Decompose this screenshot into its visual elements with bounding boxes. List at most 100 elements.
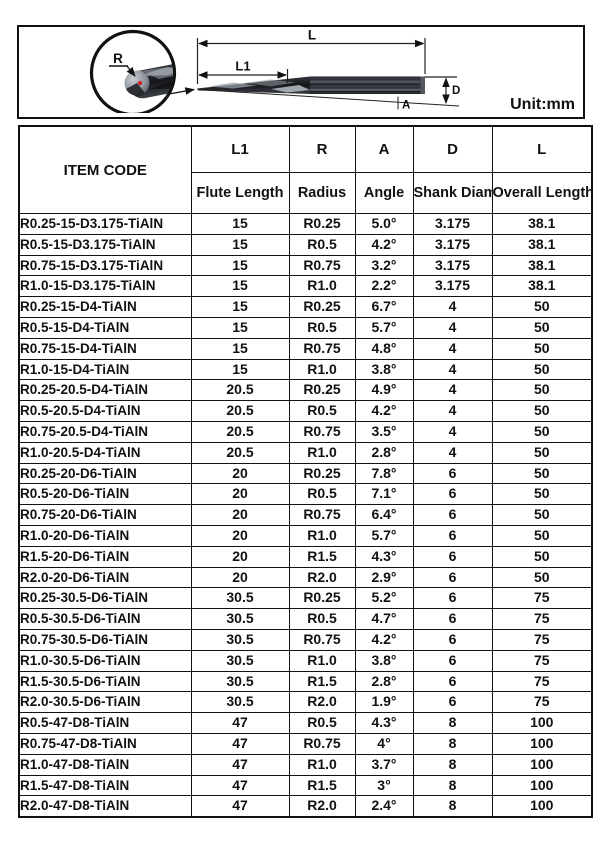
angle-cell: 3.8° <box>354 649 414 672</box>
flute-length-cell: 47 <box>190 753 290 776</box>
item-code-cell: R1.0-20-D6-TiAlN <box>18 524 192 547</box>
item-code-cell: R2.0-30.5-D6-TiAlN <box>18 691 192 714</box>
table-row: R1.0-15-D4-TiAlN 15 R1.0 3.8° 4 50 <box>18 358 593 381</box>
item-code-cell: R1.0-20.5-D4-TiAlN <box>18 441 192 464</box>
item-code-cell: R0.25-20-D6-TiAlN <box>18 462 192 485</box>
overall-length-cell: 100 <box>491 712 593 734</box>
dim-label-angle: A <box>402 100 410 112</box>
radius-cell: R1.5 <box>288 774 356 797</box>
header-symbol-r: R <box>288 125 356 173</box>
flute-length-cell: 15 <box>190 358 290 381</box>
flute-length-cell: 47 <box>190 795 290 818</box>
flute-length-cell: 30.5 <box>190 649 290 672</box>
flute-length-cell: 30.5 <box>190 670 290 693</box>
table-row: R0.75-20.5-D4-TiAlN 20.5 R0.75 3.5° 4 50 <box>18 420 593 443</box>
dim-label-flute-length: L1 <box>235 59 250 74</box>
shank-diameter-cell: 8 <box>412 712 493 734</box>
spec-table: ITEM CODE L1 R A D L Flute Length Radius… <box>18 125 593 819</box>
shank-diameter-cell: 3.175 <box>412 254 493 277</box>
angle-cell: 5.7° <box>354 316 414 339</box>
radius-cell: R2.0 <box>288 691 356 714</box>
shank-diameter-cell: 8 <box>412 753 493 776</box>
overall-length-cell: 50 <box>491 358 593 381</box>
flute-length-cell: 15 <box>190 275 290 298</box>
table-row: R0.25-30.5-D6-TiAlN 30.5 R0.25 5.2° 6 75 <box>18 587 593 610</box>
radius-cell: R0.25 <box>288 587 356 610</box>
shank-diameter-cell: 6 <box>412 691 493 714</box>
header-name-row: Flute Length Radius Angle Shank Diameter… <box>19 172 593 214</box>
overall-length-cell: 50 <box>491 337 593 360</box>
radius-cell: R0.75 <box>288 504 356 526</box>
item-code-cell: R1.5-20-D6-TiAlN <box>18 545 192 568</box>
item-code-cell: R0.5-15-D3.175-TiAlN <box>18 233 192 256</box>
angle-cell: 3.5° <box>354 420 414 443</box>
flute-length-cell: 20 <box>190 566 290 589</box>
header-name-radius: Radius <box>288 172 356 214</box>
table-row: R0.75-20-D6-TiAlN 20 R0.75 6.4° 6 50 <box>18 504 593 526</box>
item-code-cell: R1.0-15-D3.175-TiAlN <box>18 275 192 298</box>
spec-table-header: ITEM CODE L1 R A D L Flute Length Radius… <box>18 125 593 214</box>
shank-diameter-cell: 6 <box>412 670 493 693</box>
overall-length-cell: 75 <box>491 628 593 651</box>
flute-length-cell: 30.5 <box>190 691 290 714</box>
angle-cell: 4.3° <box>354 712 414 734</box>
radius-cell: R0.75 <box>288 732 356 755</box>
flute-length-cell: 47 <box>190 712 290 734</box>
flute-length-cell: 30.5 <box>190 587 290 610</box>
header-symbol-row: ITEM CODE L1 R A D L <box>18 125 593 214</box>
table-row: R1.5-30.5-D6-TiAlN 30.5 R1.5 2.8° 6 75 <box>18 670 593 693</box>
item-code-cell: R0.75-20.5-D4-TiAlN <box>18 420 192 443</box>
angle-cell: 3.2° <box>354 254 414 277</box>
header-name-flute-length: Flute Length <box>190 172 290 214</box>
shank-diameter-cell: 6 <box>412 628 493 651</box>
shank-diameter-cell: 4 <box>412 358 493 381</box>
angle-cell: 4.2° <box>354 233 414 256</box>
flute-length-cell: 15 <box>190 316 290 339</box>
header-item-code: ITEM CODE <box>18 125 192 214</box>
table-row: R0.25-15-D3.175-TiAlN 15 R0.25 5.0° 3.17… <box>18 213 593 235</box>
dim-label-shank-diameter: D <box>452 85 460 97</box>
shank-diameter-cell: 4 <box>412 441 493 464</box>
dim-label-overall-length: L <box>308 28 316 43</box>
overall-length-cell: 50 <box>491 420 593 443</box>
radius-cell: R1.0 <box>288 441 356 464</box>
radius-cell: R0.5 <box>288 483 356 506</box>
angle-cell: 6.4° <box>354 504 414 526</box>
angle-cell: 4.2° <box>354 628 414 651</box>
overall-length-cell: 75 <box>491 587 593 610</box>
angle-cell: 2.8° <box>354 441 414 464</box>
spec-table-body: R0.25-15-D3.175-TiAlN 15 R0.25 5.0° 3.17… <box>18 213 593 818</box>
radius-cell: R0.25 <box>288 379 356 402</box>
radius-cell: R0.75 <box>288 337 356 360</box>
shank-diameter-cell: 4 <box>412 400 493 422</box>
angle-cell: 3° <box>354 774 414 797</box>
item-code-cell: R0.75-20-D6-TiAlN <box>18 504 192 526</box>
radius-cell: R1.0 <box>288 275 356 298</box>
shank-diameter-cell: 4 <box>412 379 493 402</box>
table-row: R2.0-30.5-D6-TiAlN 30.5 R2.0 1.9° 6 75 <box>18 691 593 714</box>
item-code-cell: R0.25-20.5-D4-TiAlN <box>18 379 192 402</box>
table-row: R0.5-47-D8-TiAlN 47 R0.5 4.3° 8 100 <box>18 712 593 734</box>
overall-length-cell: 50 <box>491 400 593 422</box>
table-row: R1.0-30.5-D6-TiAlN 30.5 R1.0 3.8° 6 75 <box>18 649 593 672</box>
overall-length-cell: 50 <box>491 379 593 402</box>
shank-diameter-cell: 6 <box>412 545 493 568</box>
angle-cell: 7.1° <box>354 483 414 506</box>
overall-length-cell: 75 <box>491 691 593 714</box>
radius-cell: R0.25 <box>288 462 356 485</box>
item-code-cell: R2.0-20-D6-TiAlN <box>18 566 192 589</box>
radius-cell: R1.0 <box>288 649 356 672</box>
radius-cell: R0.75 <box>288 254 356 277</box>
radius-cell: R1.0 <box>288 753 356 776</box>
header-name-overall-length: Overall Length <box>491 172 593 214</box>
table-row: R1.5-20-D6-TiAlN 20 R1.5 4.3° 6 50 <box>18 545 593 568</box>
overall-length-cell: 75 <box>491 649 593 672</box>
dim-flute-length <box>198 69 289 83</box>
radius-cell: R1.0 <box>288 358 356 381</box>
item-code-cell: R0.75-47-D8-TiAlN <box>18 732 192 755</box>
overall-length-cell: 50 <box>491 316 593 339</box>
overall-length-cell: 50 <box>491 483 593 506</box>
item-code-cell: R1.5-30.5-D6-TiAlN <box>18 670 192 693</box>
radius-center-dot <box>137 80 143 86</box>
